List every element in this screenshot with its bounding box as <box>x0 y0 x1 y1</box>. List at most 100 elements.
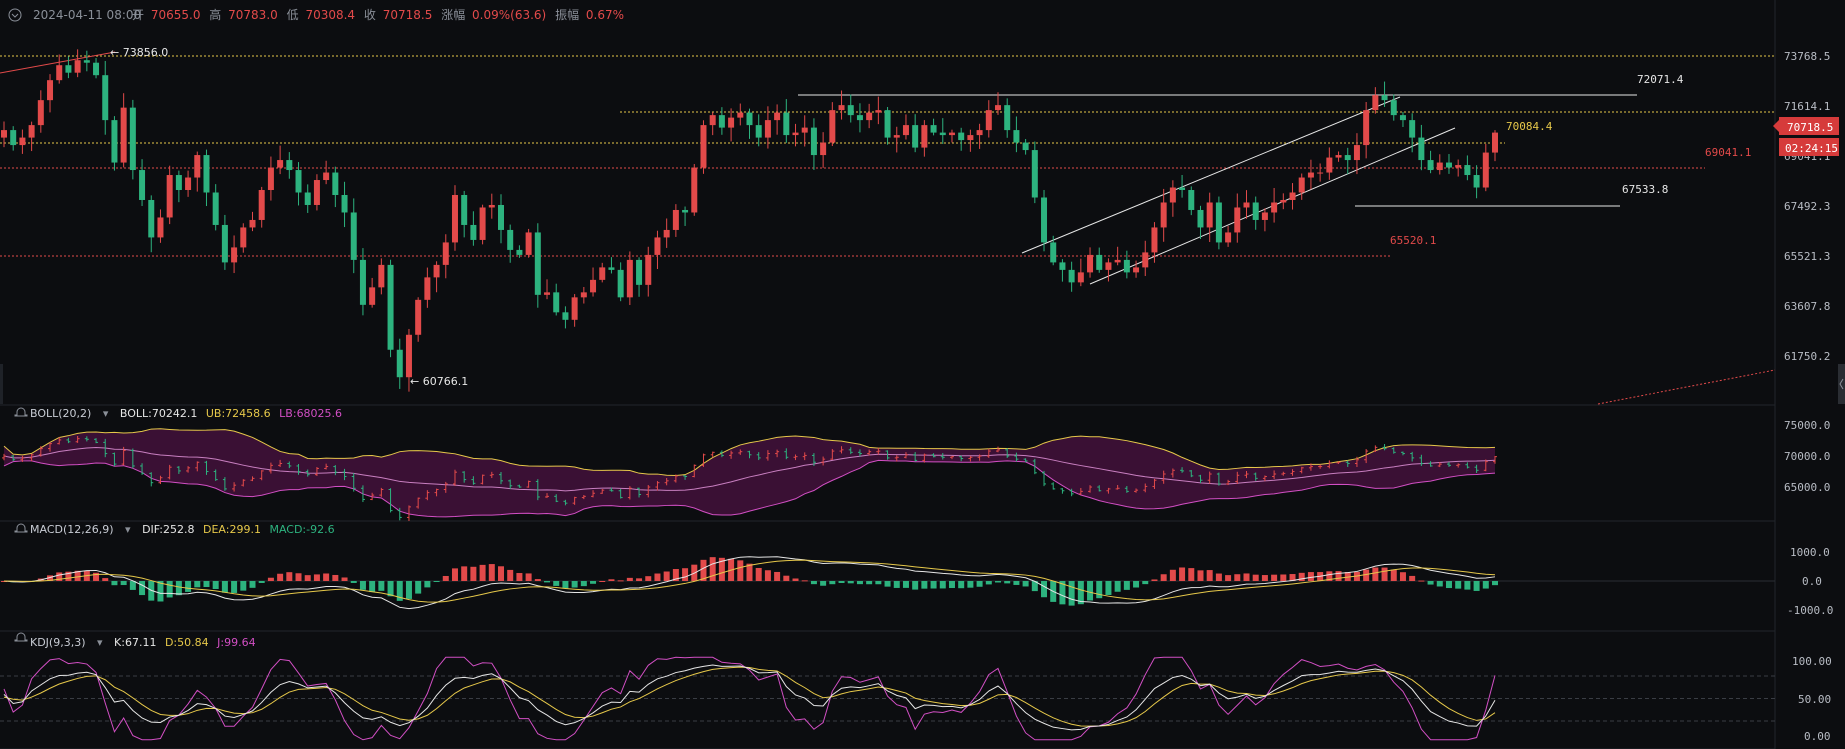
svg-text:70000.0: 70000.0 <box>1784 450 1830 463</box>
collapse-icon[interactable] <box>8 8 22 22</box>
macd-histogram-bar <box>948 581 955 589</box>
candle-body <box>893 135 900 138</box>
candle-body <box>1390 100 1397 116</box>
macd-histogram-bar <box>562 581 569 589</box>
macd-histogram-bar <box>451 568 458 581</box>
kdj-name: KDJ(9,3,3) <box>30 636 86 649</box>
macd-name: MACD(12,26,9) <box>30 523 114 536</box>
candle-body <box>157 217 164 238</box>
macd-histogram-bar <box>829 581 836 585</box>
macd-histogram-bar <box>498 566 504 581</box>
candle-body <box>1188 190 1195 210</box>
candle-body <box>194 155 201 178</box>
candle-body <box>672 209 679 230</box>
macd-histogram-bar <box>544 581 551 583</box>
macd-histogram-bar <box>1031 581 1038 592</box>
candle-body <box>829 110 836 143</box>
svg-text:73768.5: 73768.5 <box>1784 50 1830 63</box>
chevron-left-icon <box>1839 378 1844 390</box>
candle-body <box>415 299 422 335</box>
candle-body <box>488 204 495 208</box>
kdj-header: KDJ(9,3,3) ▾ K:67.11 D:50.84 J:99.64 <box>14 632 256 649</box>
macd-histogram-bar <box>56 572 63 581</box>
main-candles <box>1 49 1498 392</box>
candle-body <box>1169 187 1176 203</box>
candle-body <box>185 177 192 191</box>
macd-histogram-bar <box>1427 581 1434 585</box>
current-price-tag: 70718.5 02:24:15 <box>1773 117 1839 156</box>
candle-body <box>1197 209 1204 228</box>
macd-histogram-bar <box>1206 570 1213 581</box>
candle-body <box>396 349 403 378</box>
candle-body <box>1473 175 1480 188</box>
macd-histogram-bar <box>93 572 100 581</box>
macd-histogram-bar <box>1105 581 1112 595</box>
macd-histogram-bar <box>746 563 753 581</box>
macd-histogram-bar <box>313 574 320 581</box>
macd-histogram-bar <box>645 576 652 581</box>
candle-body <box>102 75 109 121</box>
candle-body <box>820 142 827 156</box>
candle-body <box>553 292 560 313</box>
macd-histogram-bar <box>810 581 817 585</box>
candle-body <box>590 279 597 293</box>
macd-histogram-bar <box>737 560 744 581</box>
macd-histogram-bar <box>350 581 357 583</box>
candle-body <box>479 207 486 240</box>
candle-body <box>129 107 136 171</box>
macd-histogram-bar <box>157 581 164 602</box>
macd-histogram-bar <box>617 580 624 582</box>
macd-histogram-bar <box>442 575 449 581</box>
macd-histogram-bar <box>415 581 422 594</box>
candle-body <box>976 130 983 136</box>
ohlc-header: 2024-04-11 08:00 开 70655.0 高 70783.0 低 7… <box>8 7 624 22</box>
macd-histogram-bar <box>74 570 81 581</box>
candle-body <box>442 242 449 265</box>
macd-histogram-bar <box>1142 581 1149 585</box>
candle-body <box>148 199 155 238</box>
candle-body <box>866 112 873 121</box>
candle-body <box>231 247 238 263</box>
candle-body <box>212 192 219 225</box>
level-67533: 67533.8 <box>1622 183 1668 196</box>
candle-body <box>1096 254 1103 270</box>
candle-body <box>884 110 891 138</box>
candle-body <box>451 195 458 243</box>
macd-histogram-bar <box>838 581 845 584</box>
macd-histogram-bar <box>1492 581 1498 586</box>
macd-histogram-bar <box>1059 581 1066 605</box>
high-marker-label: ← 73856.0 <box>110 46 168 59</box>
macd-histogram-bar <box>295 573 302 581</box>
candle-body <box>1455 165 1462 168</box>
candle-body <box>10 130 17 146</box>
candle-body <box>544 292 551 295</box>
candle-body <box>663 229 670 238</box>
macd-histogram-bar <box>1482 581 1489 589</box>
collapse-handles[interactable] <box>0 364 1845 404</box>
macd-histogram-bar <box>553 581 560 586</box>
boll-ub: 72458.6 <box>225 407 271 420</box>
macd-histogram-bar <box>166 581 173 598</box>
boll-band-fill <box>4 428 1495 517</box>
macd-histogram-bar <box>718 557 725 581</box>
candle-body <box>1409 120 1416 138</box>
macd-histogram-bar <box>709 557 716 581</box>
macd-dea: 299.1 <box>229 523 261 536</box>
candle-body <box>985 110 992 131</box>
candle-body <box>645 254 652 285</box>
candle-body <box>912 125 919 148</box>
candle-body <box>1059 262 1066 270</box>
macd-histogram-bar <box>387 581 394 597</box>
level-72071: 72071.4 <box>1637 73 1684 86</box>
candle-body <box>534 232 541 295</box>
macd-histogram-bar <box>1169 569 1176 581</box>
macd-histogram-bar <box>1363 569 1370 581</box>
candle-body <box>304 192 311 205</box>
boll-upper-line <box>3 428 1496 477</box>
candle-body <box>369 287 376 305</box>
macd-histogram-bar <box>396 581 403 601</box>
macd-histogram-bar <box>764 570 771 581</box>
drawing-lines[interactable] <box>0 51 1776 405</box>
candle-body <box>83 60 90 63</box>
